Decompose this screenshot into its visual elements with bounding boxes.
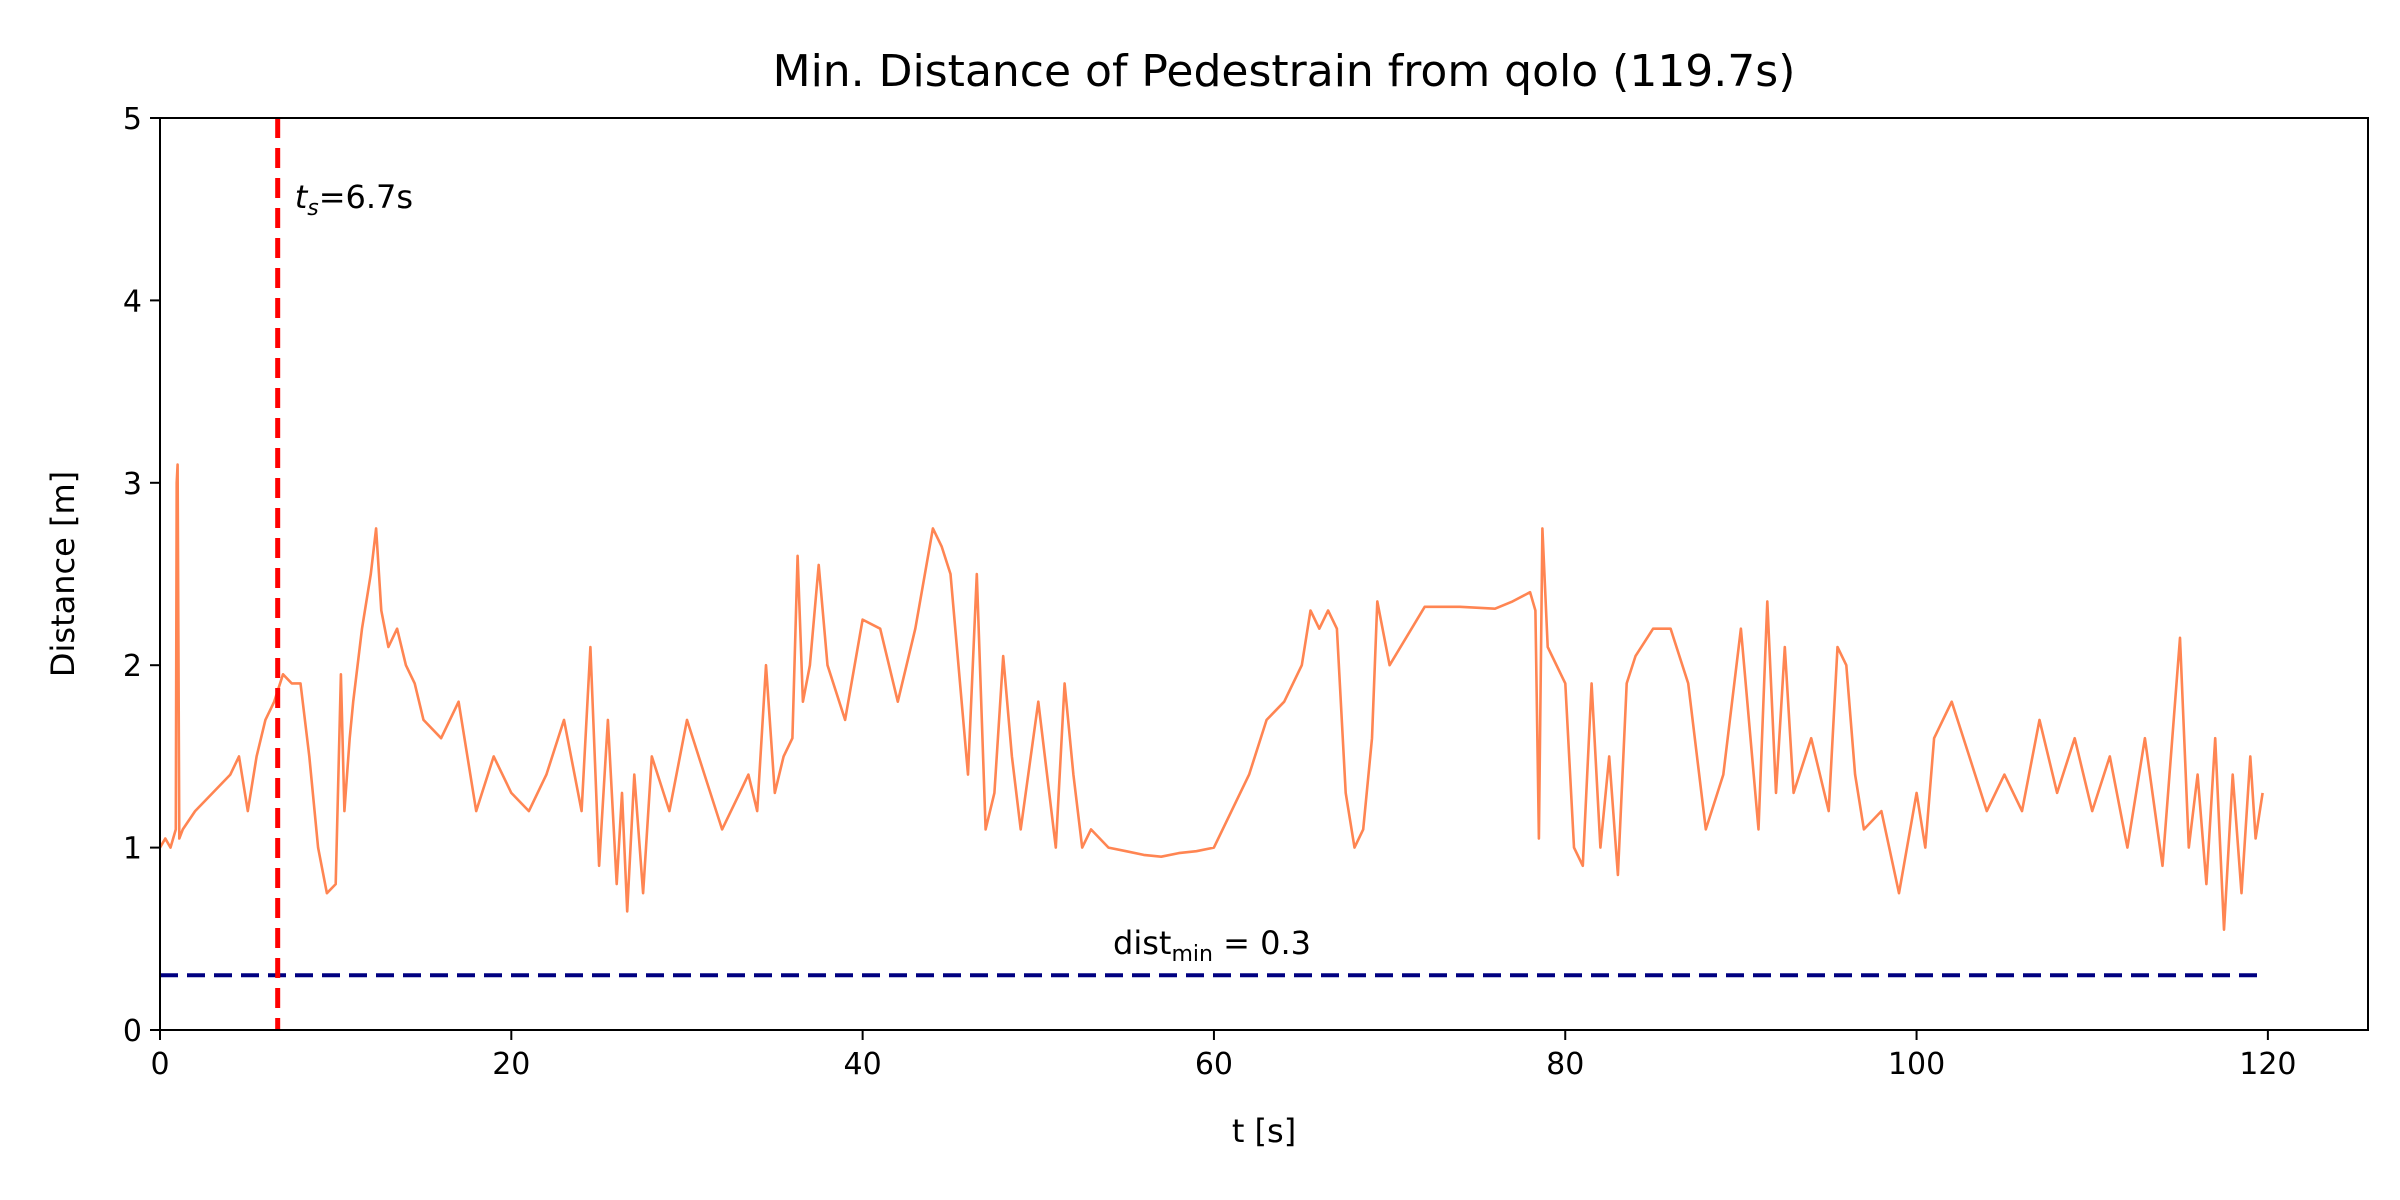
y-tick-label: 3 [123, 467, 142, 502]
axes-frame [159, 117, 2369, 1031]
y-axis-label: Distance [m] [44, 471, 82, 677]
plot-area: ts=6.7s distmin = 0.3 [158, 118, 2264, 1030]
y-tick-label: 1 [123, 832, 142, 867]
start-time-label: ts=6.7s [295, 178, 413, 221]
x-tick-label: 20 [492, 1047, 530, 1082]
min-distance-label: distmin = 0.3 [1113, 924, 1311, 967]
series-line [158, 463, 2264, 932]
x-tick-label: 80 [1546, 1047, 1584, 1082]
y-axis: 0 1 2 3 4 5 [123, 102, 160, 1049]
y-tick-label: 0 [123, 1014, 142, 1049]
x-axis: 0 20 40 60 80 100 120 [150, 1030, 2297, 1082]
y-tick-label: 4 [123, 284, 142, 319]
x-tick-label: 100 [1888, 1047, 1945, 1082]
x-tick-label: 60 [1195, 1047, 1233, 1082]
x-axis-label: t [s] [1232, 1112, 1296, 1150]
y-tick-label: 2 [123, 649, 142, 684]
x-tick-label: 40 [844, 1047, 882, 1082]
x-tick-label: 0 [150, 1047, 169, 1082]
chart-title: Min. Distance of Pedestrain from qolo (1… [773, 46, 1796, 97]
x-tick-label: 120 [2239, 1047, 2296, 1082]
y-tick-label: 5 [123, 102, 142, 137]
